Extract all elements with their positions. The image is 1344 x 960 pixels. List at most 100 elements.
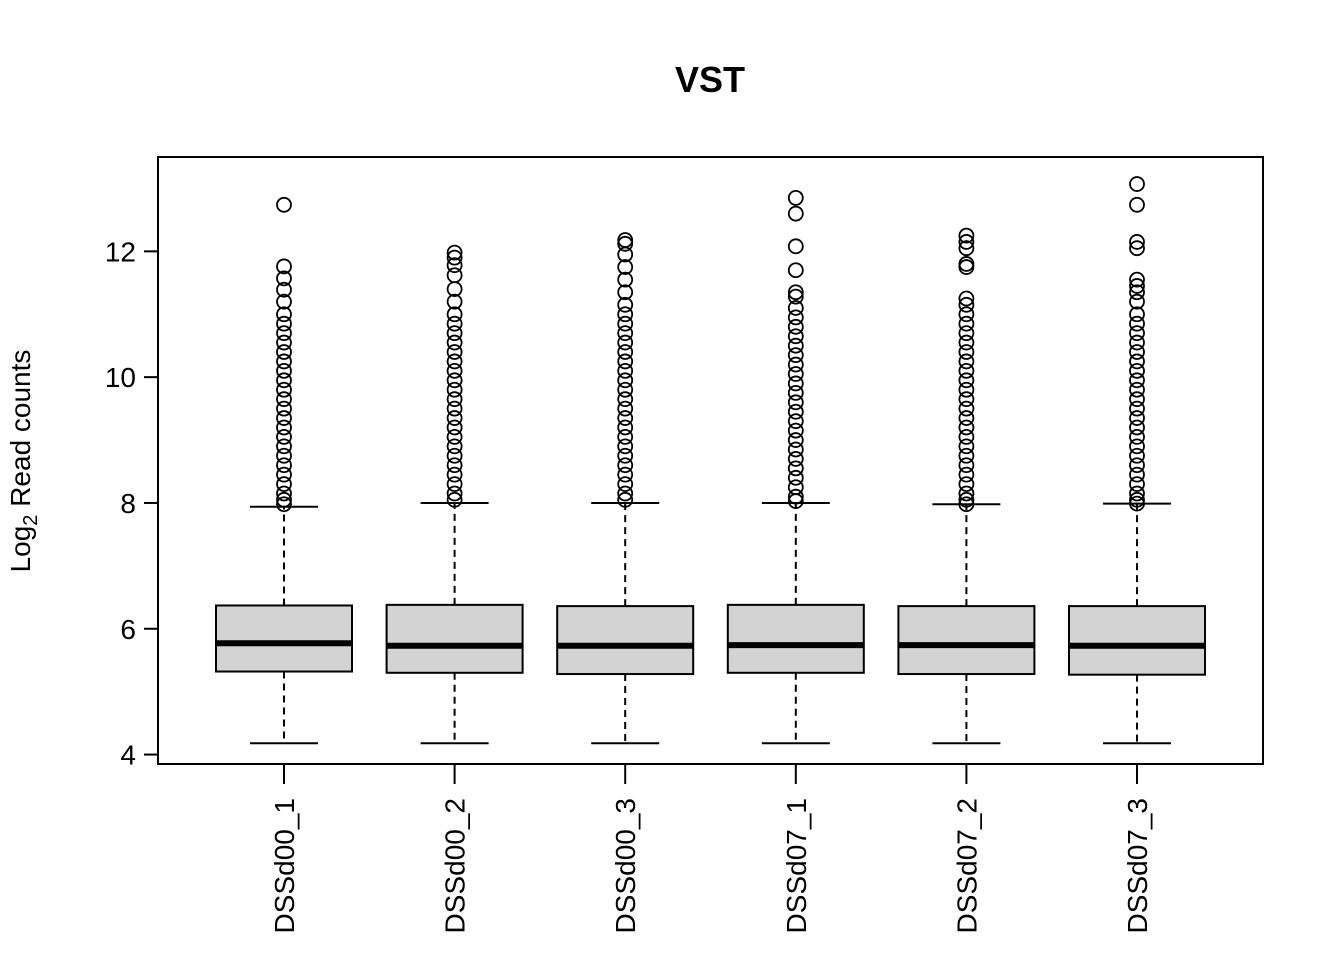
outlier-point [958, 353, 975, 370]
outlier-point [446, 257, 463, 274]
outlier-point [617, 353, 634, 370]
outlier-point [617, 271, 634, 288]
outlier-point [1129, 176, 1145, 192]
outlier-point [1129, 240, 1145, 257]
outlier-point [446, 353, 463, 370]
y-tick-label: 8 [120, 488, 136, 519]
outlier-point [958, 419, 975, 436]
outlier-point [276, 344, 292, 360]
outlier-point [276, 293, 292, 310]
outlier-point [446, 447, 463, 464]
outlier-point [1129, 293, 1145, 310]
outlier-point [958, 410, 975, 426]
outlier-point [446, 244, 463, 261]
outlier-point [1129, 353, 1145, 370]
outlier-point [787, 318, 804, 335]
outlier-point [446, 306, 463, 323]
iqr-box [726, 603, 865, 674]
outlier-point [958, 334, 975, 351]
outlier-point [787, 432, 804, 448]
box-DSSd07_3 [1068, 176, 1206, 745]
outlier-point [1129, 447, 1145, 464]
outlier-point [446, 391, 463, 408]
box-DSSd00_2 [385, 244, 524, 745]
y-tick-label: 12 [105, 236, 136, 267]
outlier-point [958, 259, 975, 275]
outlier-point [787, 469, 804, 486]
x-tick-label: DSSd07_3 [1122, 798, 1153, 933]
outlier-point [276, 496, 292, 513]
outlier-point [617, 259, 634, 275]
outlier-point [446, 325, 463, 342]
y-axis-label-sub: 2 [20, 515, 42, 526]
x-tick-label: DSSd00_1 [269, 798, 300, 933]
outlier-point [1129, 419, 1145, 436]
outlier-point [958, 381, 975, 398]
outlier-point [617, 457, 634, 474]
outlier-point [1129, 391, 1145, 408]
outlier-point [1129, 372, 1145, 389]
iqr-box [385, 603, 524, 674]
outlier-point [446, 293, 463, 310]
outlier-point [787, 451, 804, 467]
outlier-point [617, 391, 634, 408]
outlier-point [787, 394, 804, 411]
outlier-point [787, 284, 804, 301]
outlier-point [276, 466, 292, 483]
outlier-point [958, 296, 975, 313]
x-tick-label: DSSd00_3 [610, 798, 641, 933]
outlier-point [617, 466, 634, 483]
outlier-point [1129, 271, 1145, 288]
outlier-point [1129, 278, 1145, 294]
outlier-point [1129, 400, 1145, 417]
outlier-point [787, 238, 804, 255]
outlier-point [958, 227, 975, 244]
outlier-point [958, 438, 975, 455]
outlier-point [446, 491, 463, 508]
outlier-point [446, 315, 463, 332]
outlier-point [787, 441, 804, 458]
outlier-point [446, 438, 463, 455]
outlier-point [276, 400, 292, 417]
y-axis: 4 6 8 10 12 [105, 236, 159, 771]
outlier-point [787, 288, 804, 305]
outlier-point [958, 466, 975, 483]
box-DSSd07_1 [726, 189, 865, 745]
outlier-point [1129, 485, 1145, 502]
outlier-point [787, 413, 804, 430]
outlier-point [276, 447, 292, 464]
boxes-group [215, 176, 1206, 745]
outlier-point [1129, 334, 1145, 351]
outlier-point [446, 419, 463, 436]
outlier-point [1129, 306, 1145, 323]
x-axis: DSSd00_1 DSSd00_2 DSSd00_3 DSSd07_1 DSSd07_2… [269, 764, 1153, 933]
chart-title: VST [675, 59, 745, 100]
outlier-point [446, 344, 463, 360]
outlier-point [958, 362, 975, 379]
outlier-point [1129, 344, 1145, 360]
outlier-point [787, 337, 804, 354]
outlier-point [276, 325, 292, 342]
outlier-point [617, 344, 634, 360]
outlier-point [446, 334, 463, 351]
outlier-point [276, 457, 292, 474]
outlier-point [787, 366, 804, 382]
outlier-point [1129, 491, 1145, 508]
outlier-point [617, 429, 634, 445]
iqr-box [215, 604, 353, 673]
y-tick-label: 10 [105, 362, 136, 393]
y-axis-label: Log2 Read counts [5, 350, 42, 573]
outlier-point [276, 438, 292, 455]
outlier-point [276, 429, 292, 445]
outlier-point [446, 429, 463, 445]
y-axis-label-rest: Read counts [5, 350, 36, 515]
outlier-point [276, 353, 292, 370]
outlier-point [958, 429, 975, 445]
outlier-point [1129, 362, 1145, 379]
outlier-point [617, 419, 634, 436]
outlier-point [958, 391, 975, 408]
outlier-point [1129, 196, 1145, 213]
x-tick-label: DSSd07_1 [781, 798, 812, 933]
outlier-point [276, 410, 292, 426]
